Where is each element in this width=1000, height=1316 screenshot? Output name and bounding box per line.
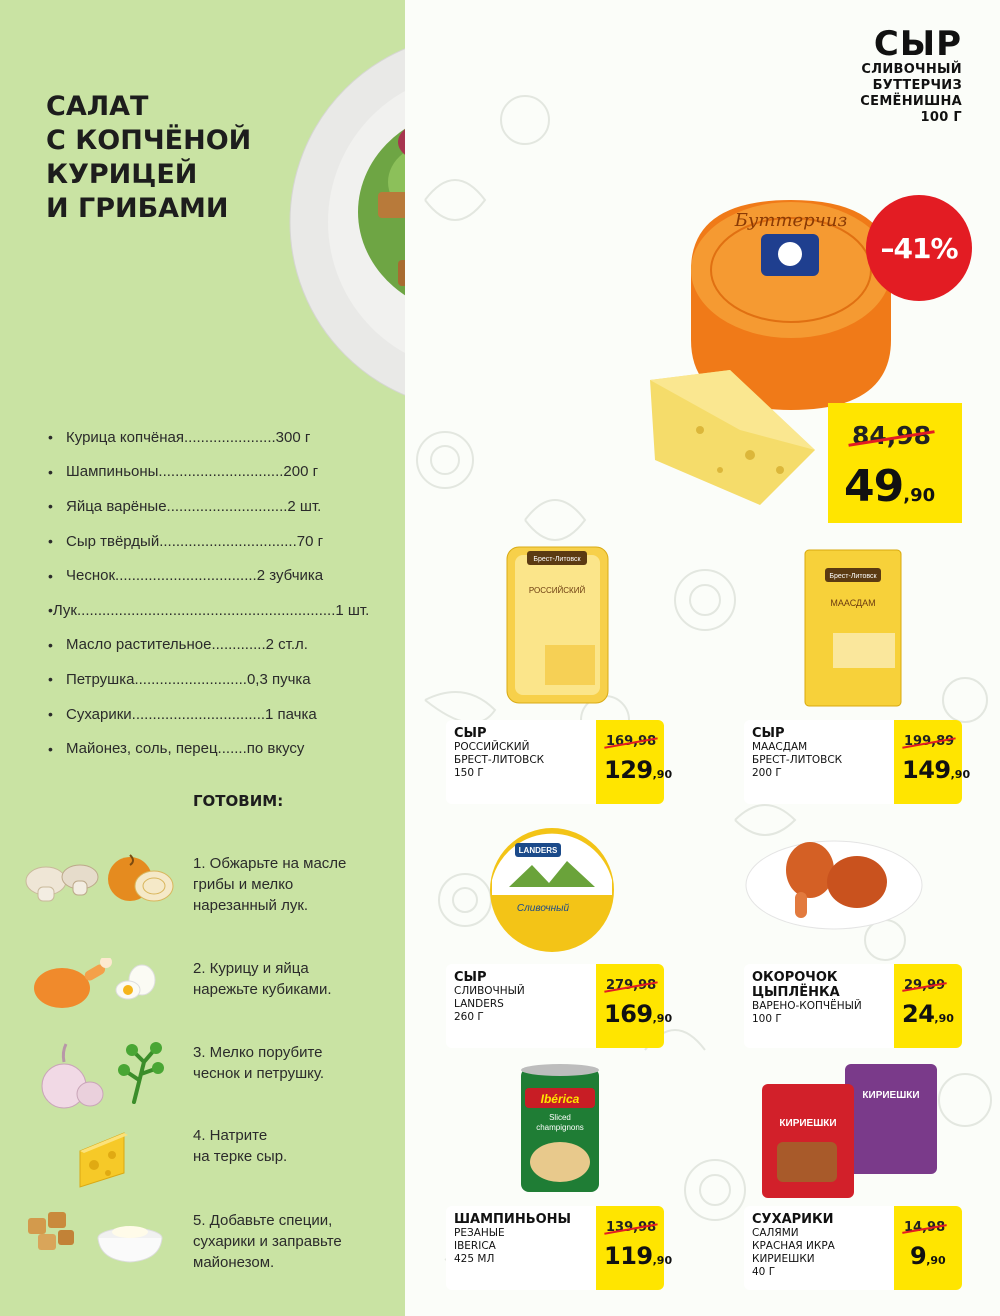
svg-text:РОССИЙСКИЙ: РОССИЙСКИЙ	[529, 586, 586, 595]
cheese-icon	[79, 1132, 128, 1188]
landers-cheese-image: LANDERS Сливочный	[490, 828, 614, 952]
product-card-landers: СЫР СЛИВОЧНЫЙ LANDERS 260 Г 279,98 169,9…	[446, 964, 672, 1048]
svg-text:КИРИЕШКИ: КИРИЕШКИ	[862, 1090, 919, 1101]
list-item: • Чеснок.................................…	[48, 567, 324, 585]
svg-text:champignons: champignons	[536, 1123, 584, 1132]
hero-product-title: СЫР СЛИВОЧНЫЙ БУТТЕРЧИЗ СЕМЁНИШНА 100 Г	[860, 24, 962, 125]
price-tag: 14,98 9,90	[894, 1206, 962, 1290]
cook-title: ГОТОВИМ:	[193, 792, 284, 810]
step-4: 4. Натрите на терке сыр.	[24, 1125, 384, 1215]
svg-text:Sliced: Sliced	[549, 1113, 571, 1122]
discount-badge: –41%	[866, 195, 972, 301]
list-item: • Петрушка...........................0,3 …	[48, 670, 311, 688]
butterchiz-cheese-image: Буттерчиз	[691, 200, 891, 410]
product-card-champignons: ШАМПИНЬОНЫ РЕЗАНЫЕ IBERICA 425 МЛ 139,98…	[446, 1206, 672, 1290]
list-item: • Сыр твёрдый............................…	[48, 532, 324, 550]
list-item: • Яйца варёные...........................…	[48, 497, 322, 515]
list-item: • Майонез, соль, перец.......по вкусу	[48, 740, 305, 758]
food-doodle-background	[416, 95, 992, 1261]
list-item: • Курица копчёная......................30…	[48, 428, 311, 446]
product-card-chicken-leg: ОКОРОЧОК ЦЫПЛЁНКА ВАРЕНО-КОПЧЁНЫЙ 100 Г …	[744, 964, 962, 1048]
new-price: 49,90	[844, 461, 936, 512]
kirieshki-croutons-image: КИРИЕШКИ КИРИЕШКИ	[762, 1064, 937, 1198]
hero-price-tag: 84,98 49,90	[828, 403, 962, 523]
svg-text:Брест-Литовск: Брест-Литовск	[533, 556, 581, 563]
step-3: 3. Мелко порубите чеснок и петрушку.	[24, 1042, 384, 1132]
svg-text:Буттерчиз: Буттерчиз	[734, 210, 848, 231]
iberica-champignons-can-image: Ibérica Sliced champignons	[521, 1064, 599, 1192]
chicken-leg-image	[745, 840, 923, 930]
price-tag: 199,89 149,90	[894, 720, 970, 804]
maasdam-cheese-pack-image: Брест-Литовск МААСДАМ	[804, 549, 902, 707]
step-5: 5. Добавьте специи, сухарики и заправьте…	[24, 1210, 384, 1300]
garlic-parsley-icon	[41, 1042, 164, 1109]
svg-text:LANDERS: LANDERS	[519, 846, 558, 855]
svg-text:КИРИЕШКИ: КИРИЕШКИ	[779, 1118, 836, 1129]
product-card-maasdam: СЫР МААСДАМ БРЕСТ-ЛИТОВСК 200 Г 199,89 1…	[744, 720, 970, 804]
list-item: • Масло растительное.............2 ст.л.	[48, 636, 308, 654]
mushroom-onion-icon	[25, 854, 174, 902]
step-2: 2. Курицу и яйца нарежьте кубиками.	[24, 958, 384, 1048]
product-card-rossiyskiy: СЫР РОССИЙСКИЙ БРЕСТ-ЛИТОВСК 150 Г 169,9…	[446, 720, 672, 804]
product-card-kirieshki: СУХАРИКИ САЛЯМИ КРАСНАЯ ИКРА КИРИЕШКИ 40…	[744, 1206, 962, 1290]
recipe-title: САЛАТ С КОПЧЁНОЙ КУРИЦЕЙ И ГРИБАМИ	[46, 91, 252, 224]
svg-text:Брест-Литовск: Брест-Литовск	[829, 573, 877, 580]
price-tag: 29,99 24,90	[894, 964, 962, 1048]
list-item: • Шампиньоны.............................…	[48, 463, 319, 481]
svg-text:Сливочный: Сливочный	[517, 903, 570, 914]
rossiyskiy-cheese-pack-image: Брест-Литовск РОССИЙСКИЙ	[506, 546, 609, 704]
ingredients-list: • Курица копчёная......................30…	[48, 420, 370, 766]
old-price: 84,98	[852, 421, 932, 450]
list-item: • Сухарики...............................…	[48, 705, 317, 723]
list-item: • Лук....................................…	[48, 601, 370, 619]
price-tag: 139,98 119,90	[596, 1206, 672, 1290]
cheese-wedge-image	[650, 370, 815, 505]
price-tag: 279,98 169,90	[596, 964, 672, 1048]
svg-text:Ibérica: Ibérica	[541, 1092, 580, 1106]
step-1: 1. Обжарьте на масле грибы и мелко нарез…	[24, 853, 384, 943]
price-tag: 169,98 129,90	[596, 720, 672, 804]
svg-text:МААСДАМ: МААСДАМ	[830, 598, 875, 608]
croutons-mayo-icon	[28, 1212, 163, 1263]
chicken-egg-icon	[34, 958, 156, 1008]
